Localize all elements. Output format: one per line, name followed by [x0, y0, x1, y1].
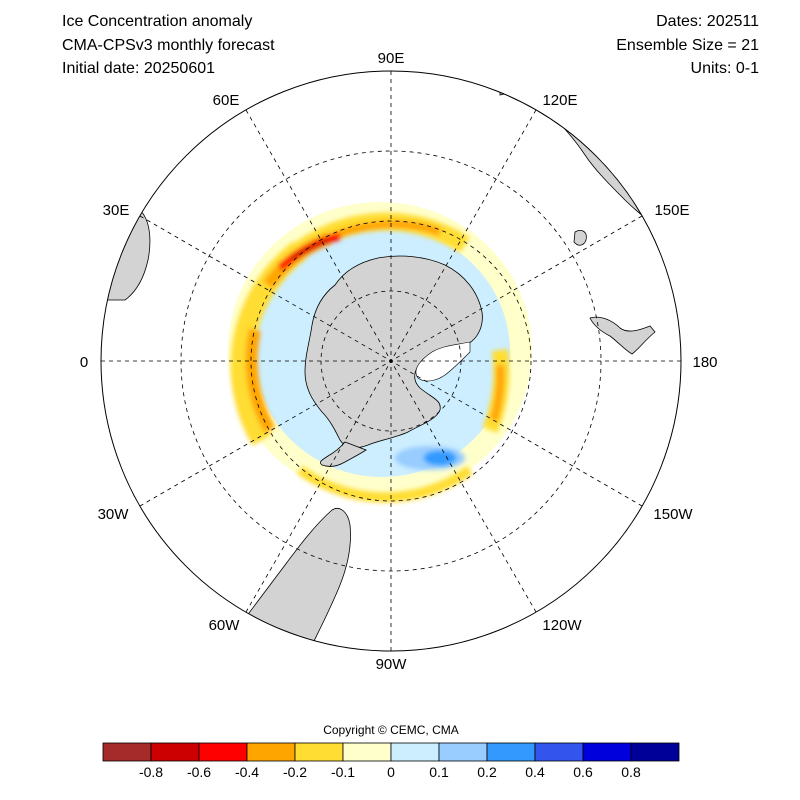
lon-label-180: 180 [692, 354, 717, 371]
map-boundary [100, 70, 682, 652]
lon-label-90e: 90E [378, 50, 405, 67]
lon-label-60e: 60E [213, 92, 240, 109]
colorbar-swatch [198, 742, 248, 762]
colorbar-swatch [534, 742, 584, 762]
new-zealand-landmass [589, 316, 656, 355]
colorbar-swatch [438, 742, 488, 762]
header-left: Ice Concentration anomaly CMA-CPSv3 mont… [62, 12, 275, 83]
ross-sea [415, 341, 471, 382]
colorbar-swatch [582, 742, 632, 762]
header-right: Dates: 202511 Ensemble Size = 21 Units: … [616, 12, 759, 83]
longitude-grid [101, 71, 681, 651]
colorbar-swatch [630, 742, 680, 762]
lon-label-150w: 150W [653, 506, 693, 523]
colorbar-tick-label: 0.6 [573, 764, 593, 780]
colorbar-swatch [102, 742, 152, 762]
tasmania-landmass [573, 230, 587, 246]
colorbar-tick-label: -0.1 [331, 764, 355, 780]
lon-label-0: 0 [80, 354, 88, 371]
colorbar-tick-label: -0.8 [139, 764, 163, 780]
ensemble-size: Ensemble Size = 21 [616, 36, 759, 54]
lon-label-120e: 120E [542, 92, 577, 109]
longitude-labels: 90E 120E 150E 180 150W 120W 90W 60W 30W … [80, 50, 718, 673]
colorbar-swatch [150, 742, 200, 762]
lon-label-150e: 150E [654, 202, 689, 219]
colorbar-swatch [294, 742, 344, 762]
initial-date: Initial date: 20250601 [62, 60, 216, 77]
colorbar-tick-label: 0 [387, 764, 395, 780]
colorbar-tick-label: -0.2 [283, 764, 307, 780]
copyright-text: Copyright © CEMC, CMA [323, 723, 459, 737]
polar-map: 90E 120E 150E 180 150W 120W 90W 60W 30W … [80, 50, 718, 673]
colorbar-swatch [486, 742, 536, 762]
antarctic-peninsula [320, 441, 367, 467]
colorbar-tick-label: 0.8 [621, 764, 641, 780]
lon-label-30w: 30W [98, 506, 130, 523]
colorbar-tick-label: 0.1 [429, 764, 449, 780]
lon-label-90w: 90W [376, 656, 408, 673]
map-title: Ice Concentration anomaly [62, 13, 253, 30]
lon-label-60w: 60W [209, 617, 241, 634]
antarctica-landmass [304, 255, 483, 449]
colorbar-swatch [246, 742, 296, 762]
negative-anomaly-ring [230, 212, 510, 503]
units-label: Units: 0-1 [690, 60, 759, 77]
model-name: CMA-CPSv3 monthly forecast [62, 36, 275, 54]
colorbar-tick-label: -0.6 [187, 764, 211, 780]
colorbar-swatch [342, 742, 392, 762]
colorbar-tick-label: -0.4 [235, 764, 259, 780]
colorbar-tick-label: 0.2 [477, 764, 497, 780]
lon-label-120w: 120W [542, 617, 582, 634]
lon-label-30e: 30E [103, 202, 130, 219]
colorbar-tick-label: 0.4 [525, 764, 545, 780]
colorbar-swatch [390, 742, 440, 762]
positive-anomaly-strong [424, 451, 456, 465]
forecast-dates: Dates: 202511 [656, 13, 759, 30]
